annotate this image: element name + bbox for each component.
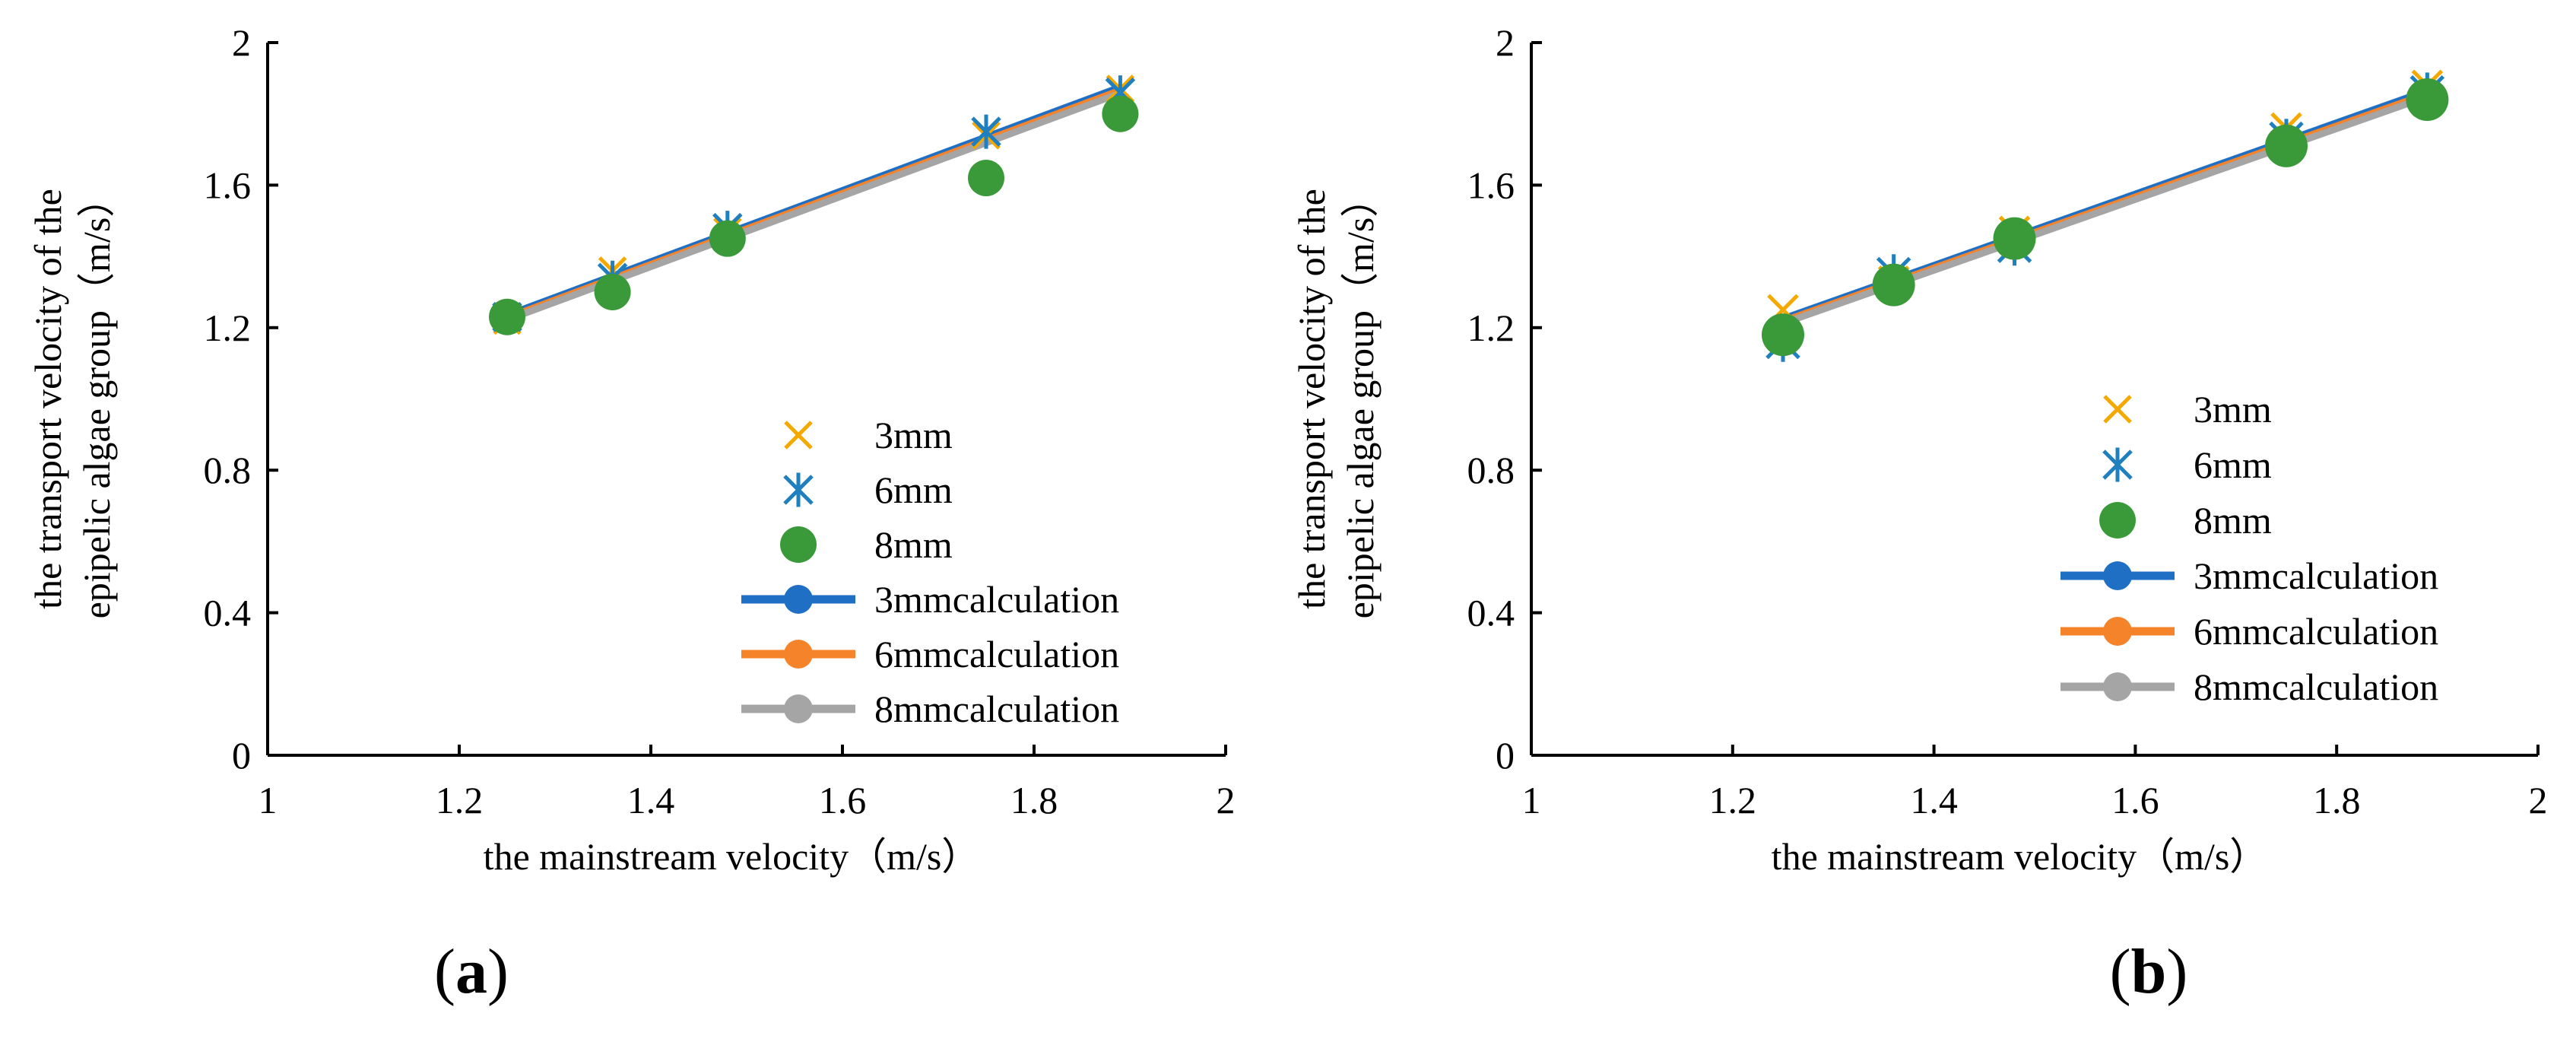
legend-label-3mm: 3mm bbox=[2194, 388, 2272, 430]
x-tick-label: 1 bbox=[1522, 779, 1541, 821]
y-axis-label-line1: the transport velocity of the bbox=[27, 189, 69, 609]
x-tick-label: 1.2 bbox=[1709, 779, 1757, 821]
chart-panel-b: 0 0.4 0.8 1.2 1.6 2 1 1.2 1.4 1.6 1.8 2 the mainstre… bbox=[1290, 21, 2548, 1007]
data-point-8mm bbox=[1102, 95, 1139, 132]
legend-label-8mmcalculation: 8mmcalculation bbox=[2194, 666, 2438, 708]
x-axis-label: the mainstream velocity（m/s） bbox=[1772, 835, 2268, 878]
chart-panel-a: 0 0.4 0.8 1.2 1.6 2 1 1.2 1.4 1.6 1.8 2 the mainstre… bbox=[27, 21, 1236, 1007]
data-point-8mm bbox=[709, 220, 746, 257]
x-tick-label: 1.8 bbox=[2313, 779, 2361, 821]
data-point-6mm bbox=[971, 114, 1001, 149]
y-tick-label: 1.6 bbox=[204, 164, 252, 206]
legend-label-6mmcalculation: 6mmcalculation bbox=[874, 633, 1119, 675]
x-tick-label: 1 bbox=[259, 779, 278, 821]
y-tick-label: 2 bbox=[1496, 21, 1515, 64]
legend-dot-8mmcalculation bbox=[2103, 672, 2132, 701]
y-tick-label: 0 bbox=[1496, 734, 1515, 777]
legend-symbol-6mm bbox=[783, 472, 814, 507]
data-point-8mm bbox=[489, 298, 525, 335]
legend-label-8mm: 8mm bbox=[2194, 499, 2272, 542]
data-point-8mm bbox=[1993, 217, 2036, 260]
data-point-8mm bbox=[1762, 313, 1804, 357]
y-tick-label: 0.4 bbox=[1467, 592, 1515, 634]
data-point-8mm bbox=[968, 160, 1004, 197]
legend-dot-3mmcalculation bbox=[2103, 561, 2132, 590]
y-tick-label: 1.6 bbox=[1467, 164, 1515, 206]
y-axis-label-line2: epipelic algae group（m/s） bbox=[75, 179, 118, 619]
x-tick-label: 1.6 bbox=[819, 779, 867, 821]
legend-symbol-3mm bbox=[784, 421, 813, 450]
y-axis-label-line2: epipelic algae group（m/s） bbox=[1339, 179, 1382, 619]
x-tick-label: 1.4 bbox=[627, 779, 675, 821]
y-tick-label: 0 bbox=[232, 734, 251, 777]
x-tick-label: 1.8 bbox=[1010, 779, 1058, 821]
legend-label-3mmcalculation: 3mmcalculation bbox=[874, 578, 1119, 621]
panel-label-b: (b) bbox=[2110, 936, 2188, 1007]
y-tick-label: 0.8 bbox=[1467, 449, 1515, 491]
y-tick-label: 1.2 bbox=[1467, 307, 1515, 349]
legend-label-3mm: 3mm bbox=[874, 414, 953, 456]
y-axis-label-line1: the transport velocity of the bbox=[1290, 189, 1333, 609]
legend-label-6mm: 6mm bbox=[2194, 443, 2272, 486]
y-tick-label: 0.4 bbox=[204, 592, 252, 634]
x-tick-label: 2 bbox=[2529, 779, 2548, 821]
y-tick-label: 1.2 bbox=[204, 307, 252, 349]
legend-dot-6mmcalculation bbox=[784, 640, 813, 669]
legend-label-8mmcalculation: 8mmcalculation bbox=[874, 688, 1119, 730]
x-tick-label: 1.2 bbox=[436, 779, 484, 821]
y-tick-label: 2 bbox=[232, 21, 251, 64]
data-point-8mm bbox=[2265, 124, 2308, 167]
x-tick-label: 2 bbox=[1217, 779, 1236, 821]
legend-label-6mm: 6mm bbox=[874, 469, 953, 511]
data-point-8mm bbox=[2406, 78, 2449, 121]
legend-label-8mm: 8mm bbox=[874, 523, 953, 566]
legend-symbol-3mm bbox=[2103, 395, 2132, 424]
legend-symbol-8mm bbox=[2099, 502, 2136, 538]
y-tick-label: 0.8 bbox=[204, 449, 252, 491]
legend-symbol-6mm bbox=[2102, 447, 2133, 482]
legend-label-6mmcalculation: 6mmcalculation bbox=[2194, 610, 2438, 653]
x-tick-label: 1.4 bbox=[1910, 779, 1958, 821]
legend-dot-6mmcalculation bbox=[2103, 617, 2132, 646]
legend-label-3mmcalculation: 3mmcalculation bbox=[2194, 554, 2438, 597]
x-axis-label: the mainstream velocity（m/s） bbox=[484, 835, 980, 878]
legend-symbol-8mm bbox=[780, 526, 817, 563]
data-point-8mm bbox=[594, 273, 631, 310]
data-point-8mm bbox=[1872, 263, 1915, 307]
legend-dot-8mmcalculation bbox=[784, 694, 813, 723]
x-tick-label: 1.6 bbox=[2111, 779, 2159, 821]
legend-dot-3mmcalculation bbox=[784, 585, 813, 614]
panel-label-a: (a) bbox=[434, 936, 509, 1007]
